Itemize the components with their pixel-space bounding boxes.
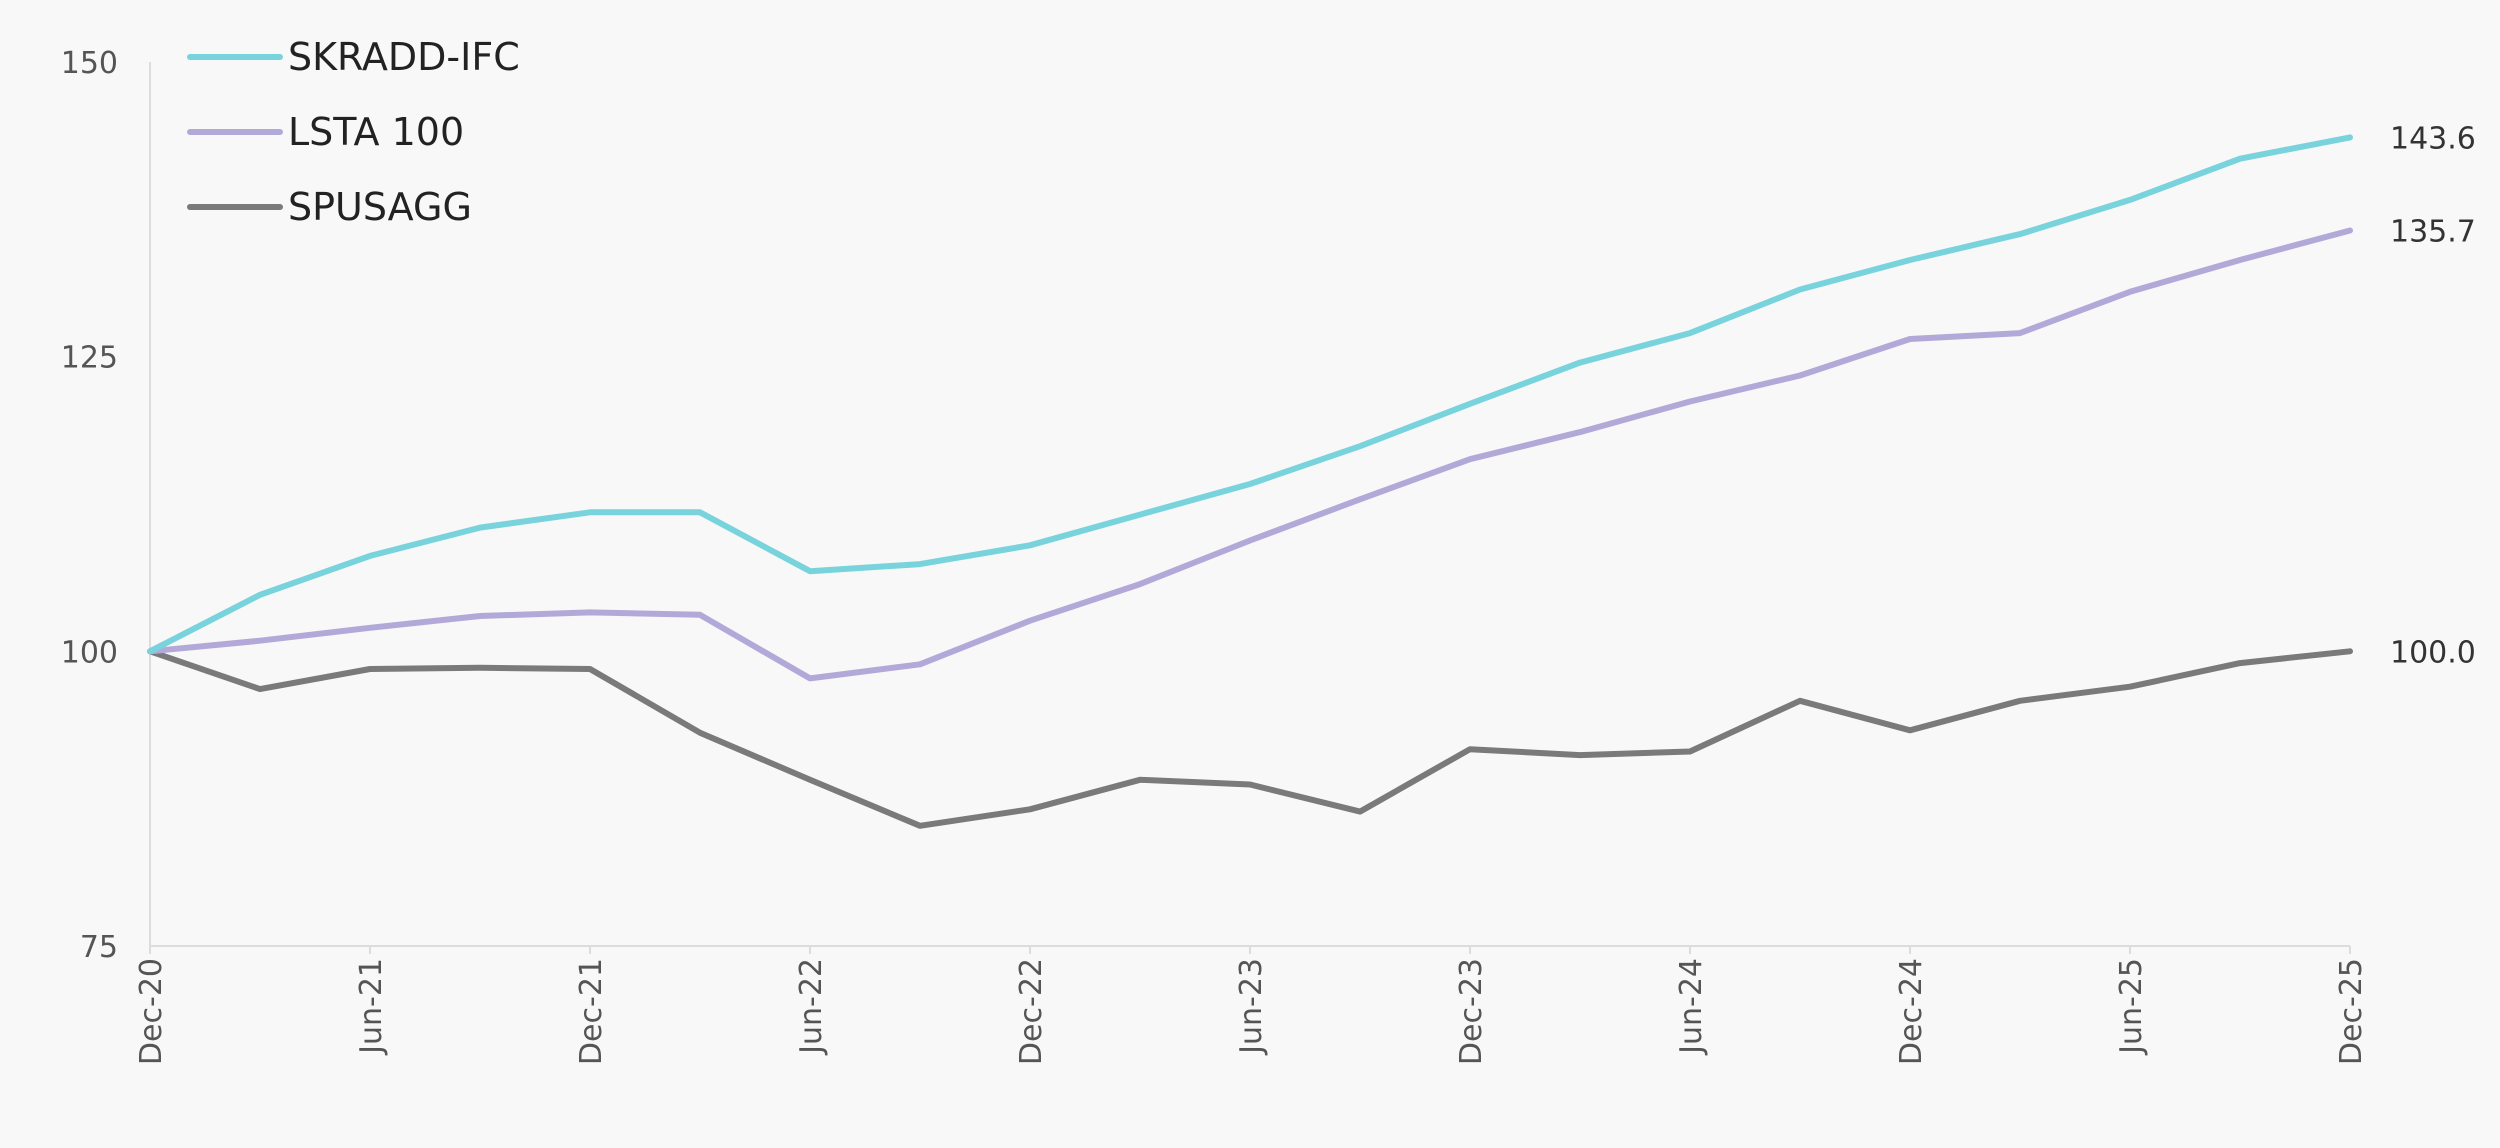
end-label-lsta-100: 135.7 (2390, 215, 2476, 250)
x-tick-label: Jun-25 (2114, 958, 2149, 1056)
x-tick-label: Dec-22 (1014, 958, 1049, 1065)
x-tick-label: Dec-24 (1894, 958, 1929, 1065)
x-tick-label: Jun-22 (794, 958, 829, 1056)
series-line-skradd-ifc (147, 134, 2353, 655)
legend-item-lsta-100: LSTA 100 (187, 110, 464, 154)
legend-label: SPUSAGG (288, 185, 472, 229)
y-tick-label: 150 (61, 46, 118, 81)
x-tick-label: Jun-21 (354, 958, 389, 1056)
x-tick-label: Dec-23 (1454, 958, 1489, 1065)
legend: SKRADD-IFC LSTA 100 SPUSAGG (187, 35, 520, 229)
x-tick-label: Dec-20 (134, 958, 169, 1065)
end-label-spusagg: 100.0 (2390, 635, 2476, 670)
legend-item-skradd-ifc: SKRADD-IFC (187, 35, 520, 79)
series-lines (147, 134, 2353, 829)
y-tick-label: 125 (61, 341, 118, 376)
y-tick-label: 100 (61, 635, 118, 670)
legend-label: LSTA 100 (288, 110, 464, 154)
x-tick-label: Jun-24 (1674, 958, 1709, 1056)
legend-label: SKRADD-IFC (288, 35, 520, 79)
x-tick-label: Dec-21 (574, 958, 609, 1065)
legend-item-spusagg: SPUSAGG (187, 185, 472, 229)
series-line-spusagg (147, 648, 2353, 829)
end-labels: 100.0 135.7 143.6 (2390, 121, 2476, 670)
axes: 75 100 125 150 Dec-20 Jun-21 Dec-21 Jun-22 Dec-2… (61, 46, 2369, 1065)
series-line-lsta-100 (147, 227, 2353, 682)
x-tick-label: Jun-23 (1234, 958, 1269, 1056)
x-tick-label: Dec-25 (2334, 958, 2369, 1065)
end-label-skradd-ifc: 143.6 (2390, 121, 2476, 156)
y-tick-label: 75 (80, 930, 118, 965)
